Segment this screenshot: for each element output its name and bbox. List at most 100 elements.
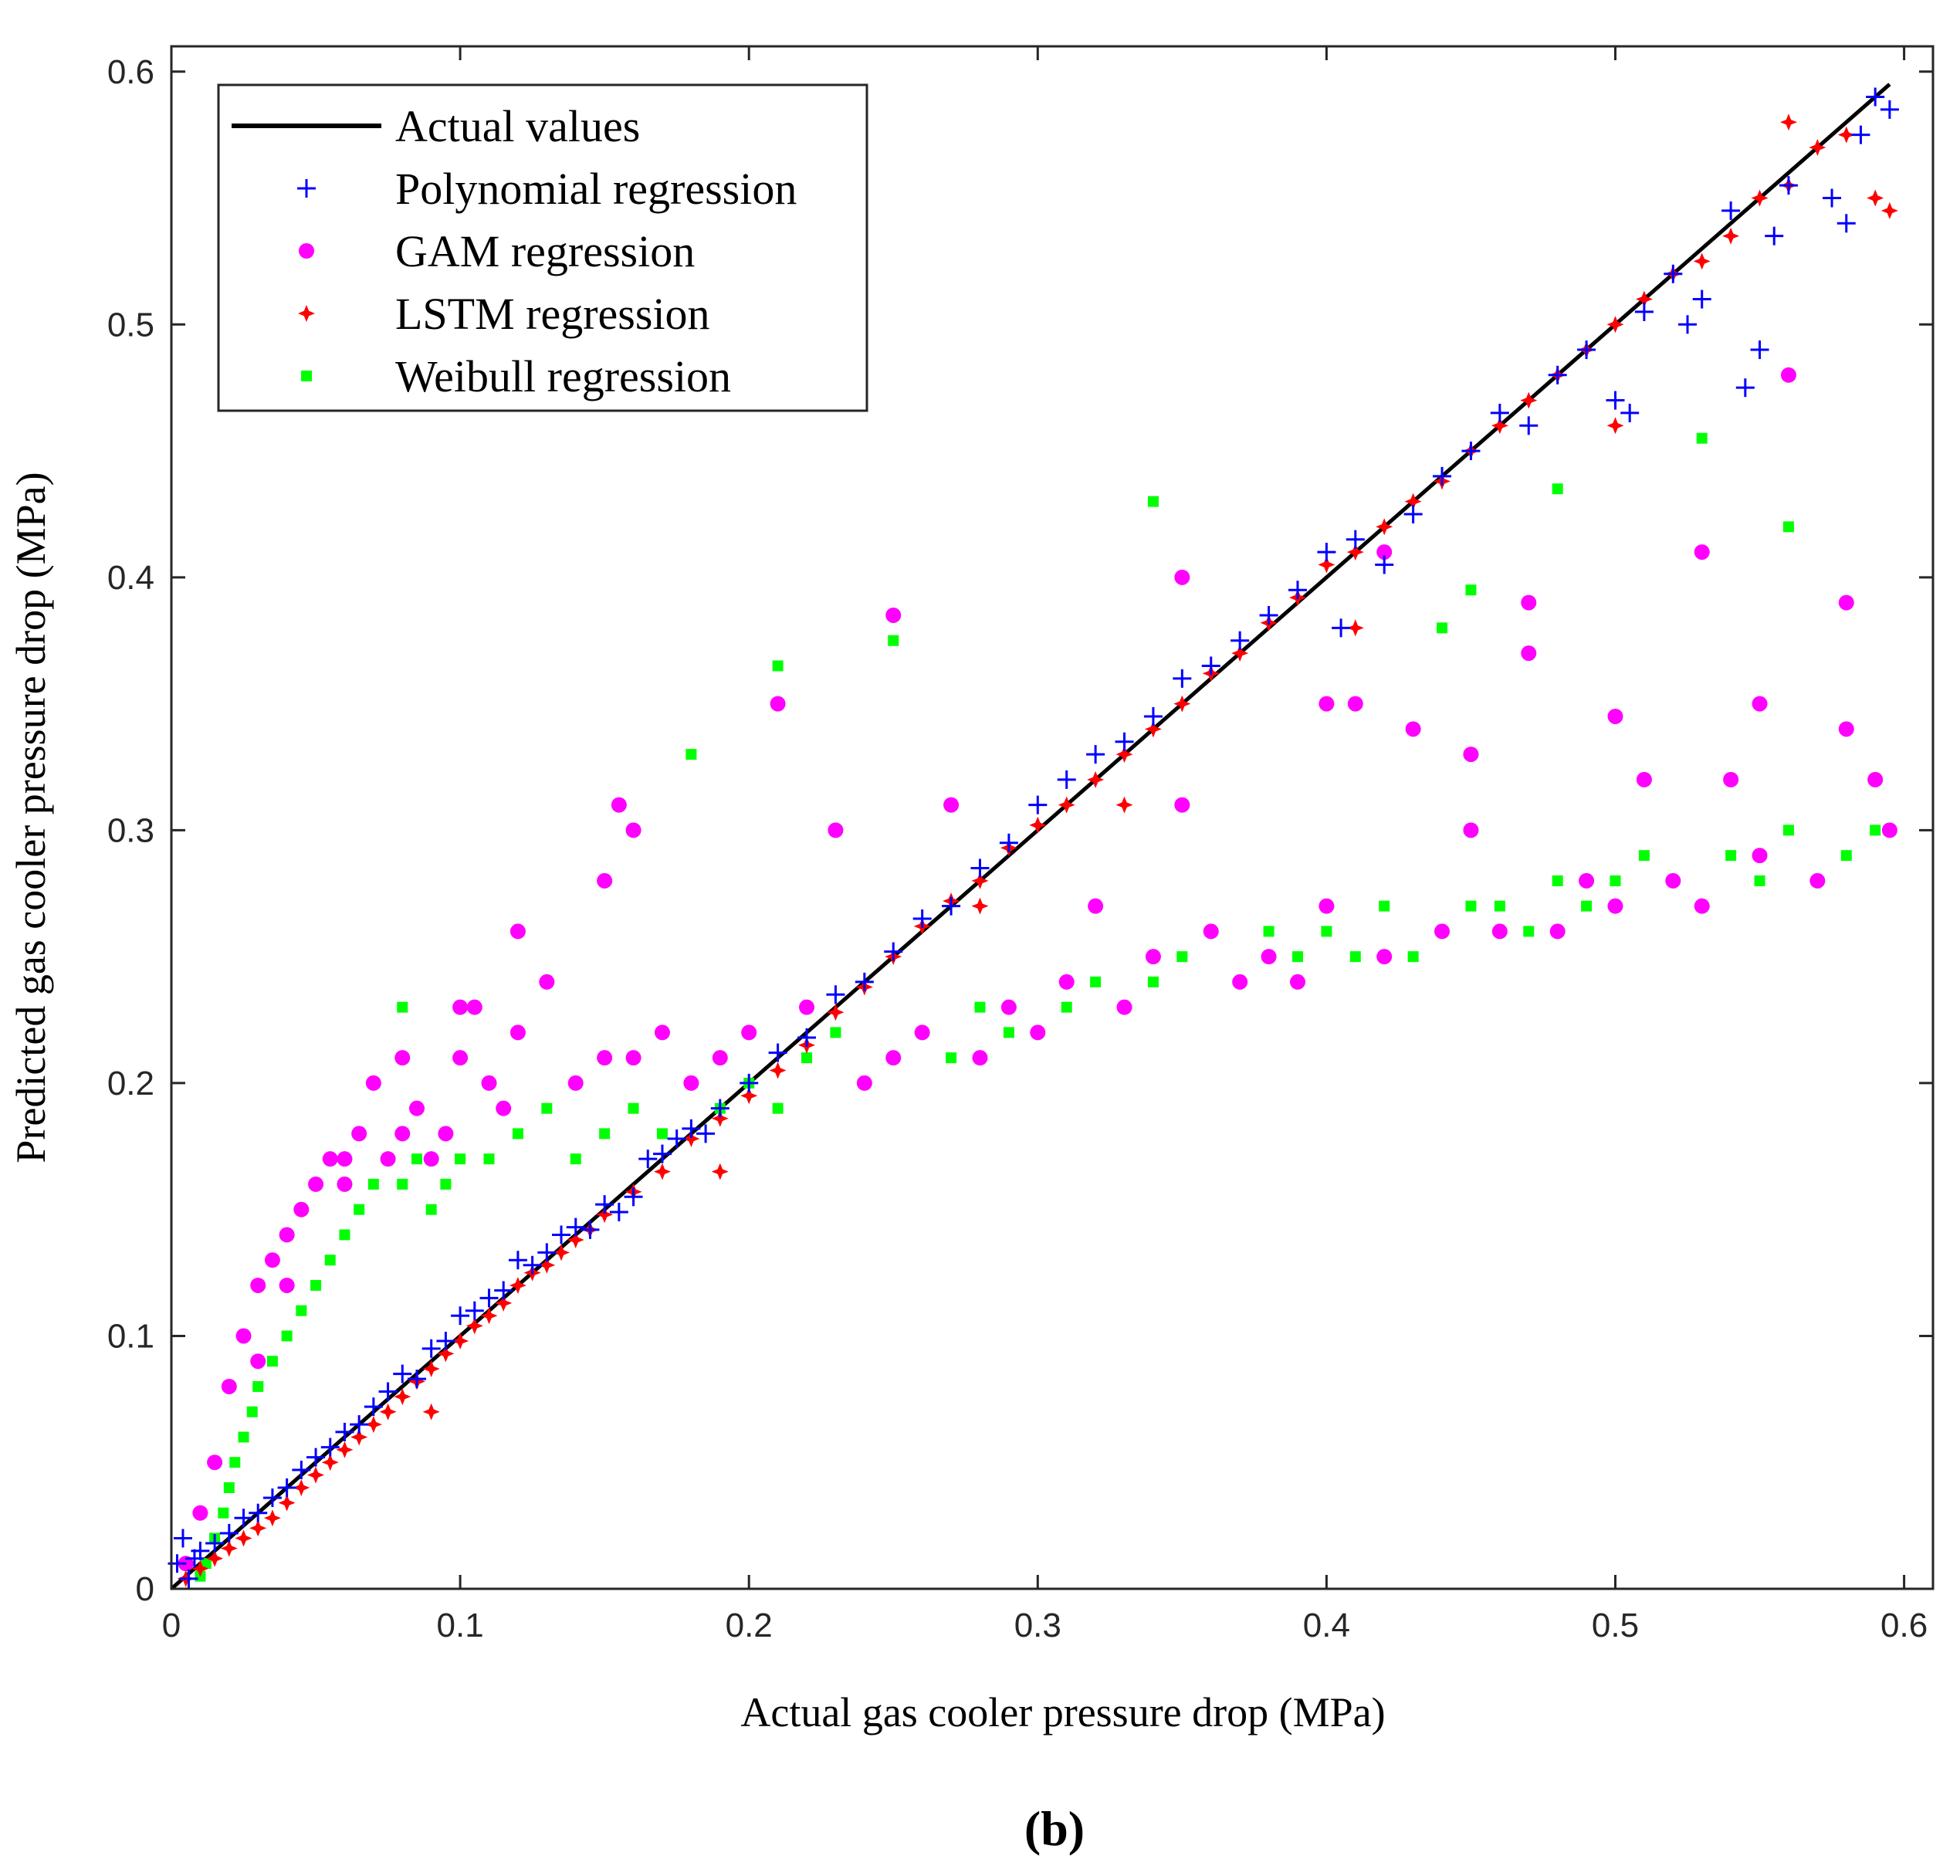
point-polynomial-regression [1317, 543, 1336, 562]
point-lstm-regression [1606, 316, 1624, 334]
point-weibull-regression [1321, 926, 1332, 937]
point-gam-regression [1376, 544, 1393, 560]
point-lstm-regression [1693, 252, 1711, 270]
point-weibull-regression [1552, 483, 1563, 495]
legend-label: GAM regression [395, 226, 695, 276]
point-lstm-regression [1751, 189, 1769, 207]
point-polynomial-regression [581, 1220, 600, 1239]
point-weibull-regression [1465, 900, 1477, 912]
point-gam-regression [741, 1024, 757, 1041]
point-polynomial-regression [638, 1150, 658, 1169]
point-gam-regression [264, 1252, 280, 1268]
point-weibull-regression [1782, 521, 1794, 533]
point-polynomial-regression [1620, 403, 1640, 422]
point-gam-regression [1319, 898, 1335, 914]
point-lstm-regression [1635, 290, 1653, 308]
point-lstm-regression [682, 1130, 700, 1147]
point-gam-regression [770, 696, 786, 712]
point-gam-regression [235, 1328, 252, 1344]
point-weibull-regression [425, 1204, 437, 1215]
point-gam-regression [452, 999, 469, 1015]
legend-swatch [297, 179, 316, 198]
point-lstm-regression [480, 1307, 498, 1325]
point-gam-regression [1347, 696, 1363, 712]
point-lstm-regression [1087, 770, 1105, 788]
point-polynomial-regression [393, 1364, 412, 1383]
y-tick-label: 0.3 [107, 811, 154, 849]
point-lstm-regression [654, 1163, 671, 1180]
point-gam-regression [1809, 872, 1826, 889]
point-polynomial-regression [191, 1541, 210, 1560]
point-lstm-regression [711, 1109, 729, 1127]
point-gam-regression [1665, 872, 1681, 889]
point-gam-regression [351, 1126, 367, 1142]
point-polynomial-regression [696, 1124, 716, 1143]
point-polynomial-regression [942, 896, 961, 916]
point-gam-regression [625, 822, 641, 838]
point-lstm-regression [538, 1256, 556, 1274]
point-gam-regression [192, 1505, 208, 1521]
point-polynomial-regression [421, 1339, 441, 1358]
point-gam-regression [539, 974, 555, 990]
panel-label: (b) [1024, 1801, 1085, 1856]
point-polynomial-regression [378, 1382, 398, 1401]
point-polynomial-regression [1721, 201, 1741, 220]
point-gam-regression [1376, 949, 1393, 965]
point-polynomial-regression [652, 1144, 672, 1163]
point-polynomial-regression [494, 1281, 513, 1300]
point-gam-regression [625, 1050, 641, 1066]
point-polynomial-regression [234, 1509, 253, 1528]
legend-swatch [299, 243, 314, 259]
point-polynomial-regression [219, 1523, 239, 1542]
point-weibull-regression [1349, 951, 1361, 963]
point-lstm-regression [394, 1388, 411, 1406]
point-polynomial-regression [768, 1043, 787, 1062]
point-gam-regression [293, 1201, 310, 1217]
x-tick-label: 0.2 [726, 1607, 773, 1644]
point-polynomial-regression [595, 1195, 614, 1214]
point-gam-regression [509, 923, 526, 940]
point-polynomial-regression [1606, 391, 1625, 410]
point-polynomial-regression [1115, 732, 1134, 751]
point-lstm-regression [1318, 556, 1335, 574]
point-gam-regression [1203, 923, 1219, 940]
point-gam-regression [337, 1176, 353, 1192]
point-weibull-regression [354, 1204, 365, 1215]
point-gam-regression [509, 1024, 526, 1041]
point-weibull-regression [397, 1178, 408, 1190]
legend: Actual values Polynomial regression GAM re… [217, 83, 868, 412]
point-weibull-regression [1494, 900, 1505, 912]
point-lstm-regression [1231, 645, 1249, 662]
point-weibull-regression [946, 1052, 957, 1064]
point-polynomial-regression [465, 1301, 484, 1320]
point-lstm-regression [1722, 227, 1740, 245]
x-tick-label: 0.1 [437, 1607, 484, 1644]
y-tick-label: 0.2 [107, 1065, 154, 1102]
point-gam-regression [1752, 696, 1768, 712]
point-polynomial-regression [205, 1534, 225, 1553]
point-gam-regression [1405, 721, 1421, 737]
point-weibull-regression [1870, 825, 1881, 836]
point-polynomial-regression [306, 1448, 326, 1467]
point-weibull-regression [599, 1128, 611, 1139]
point-gam-regression [380, 1151, 396, 1167]
x-axis-label: Actual gas cooler pressure drop (MPa) [740, 1689, 1385, 1735]
point-lstm-regression [293, 1479, 310, 1496]
point-gam-regression [914, 1024, 930, 1041]
point-polynomial-regression [335, 1422, 354, 1441]
point-weibull-regression [1147, 496, 1159, 507]
point-polynomial-regression [999, 833, 1018, 852]
point-polynomial-regression [523, 1255, 542, 1275]
point-lstm-regression [1346, 619, 1364, 637]
point-polynomial-regression [508, 1251, 527, 1270]
point-lstm-regression [1880, 201, 1898, 219]
point-gam-regression [1723, 771, 1739, 787]
point-weibull-regression [1090, 976, 1102, 987]
point-polynomial-regression [1692, 290, 1711, 309]
point-lstm-regression [1376, 518, 1393, 536]
point-weibull-regression [1840, 850, 1852, 862]
point-gam-regression [1319, 696, 1335, 712]
point-polynomial-regression [552, 1225, 571, 1244]
legend-item-polynomial-regression: Polynomial regression [297, 164, 797, 214]
point-lstm-regression [263, 1509, 281, 1527]
